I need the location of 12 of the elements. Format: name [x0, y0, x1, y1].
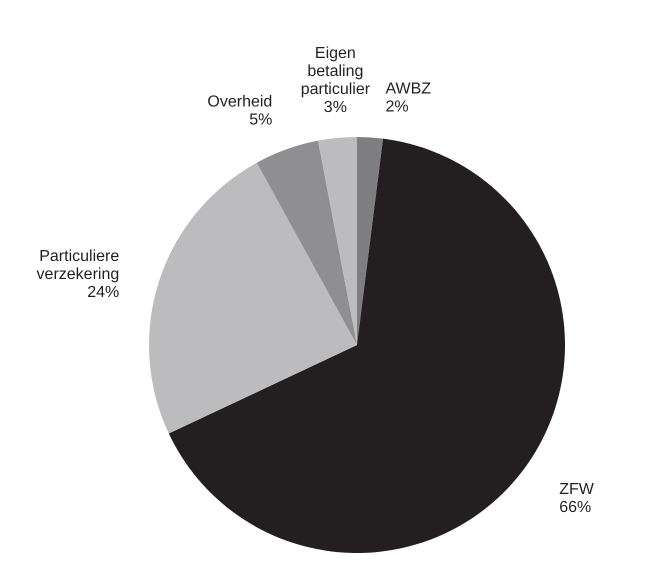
slice-label: ZFW: [559, 481, 595, 498]
data-label: 2%: [385, 98, 409, 116]
slice-label: Overheid: [207, 94, 272, 111]
slice-label: Particuliere verzekering: [36, 248, 120, 283]
data-label: 24%: [87, 284, 120, 301]
data-label: 3%: [324, 99, 347, 116]
pie-slice: [256, 140, 357, 345]
slice-label: Eigen betaling particulier: [300, 45, 371, 98]
data-label: 5%: [249, 112, 272, 129]
slice-label: AWBZ: [385, 80, 432, 98]
data-label: 66%: [559, 499, 592, 516]
pie-slice: [357, 137, 384, 345]
